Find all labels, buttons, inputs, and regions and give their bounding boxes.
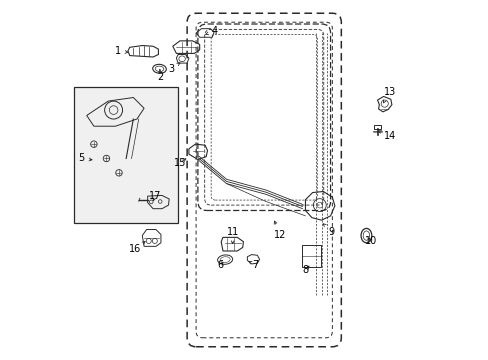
Text: 16: 16 bbox=[129, 242, 145, 254]
Text: 14: 14 bbox=[377, 131, 395, 140]
Text: 6: 6 bbox=[217, 260, 223, 270]
Bar bbox=[74, 87, 178, 223]
Text: 10: 10 bbox=[364, 236, 376, 246]
Text: 3: 3 bbox=[167, 63, 180, 74]
Text: 1: 1 bbox=[115, 46, 127, 56]
Text: 5: 5 bbox=[78, 153, 92, 163]
Text: 9: 9 bbox=[323, 224, 334, 237]
Bar bbox=[301, 245, 320, 267]
Text: 2: 2 bbox=[157, 69, 163, 82]
Bar bbox=[373, 125, 380, 129]
Text: 12: 12 bbox=[273, 221, 285, 239]
Text: 7: 7 bbox=[248, 260, 258, 270]
Text: 13: 13 bbox=[383, 87, 395, 103]
Text: 11: 11 bbox=[226, 227, 238, 244]
Text: 17: 17 bbox=[148, 192, 161, 202]
Text: 4: 4 bbox=[205, 26, 218, 36]
Text: 8: 8 bbox=[302, 265, 308, 275]
Text: 15: 15 bbox=[173, 158, 186, 168]
